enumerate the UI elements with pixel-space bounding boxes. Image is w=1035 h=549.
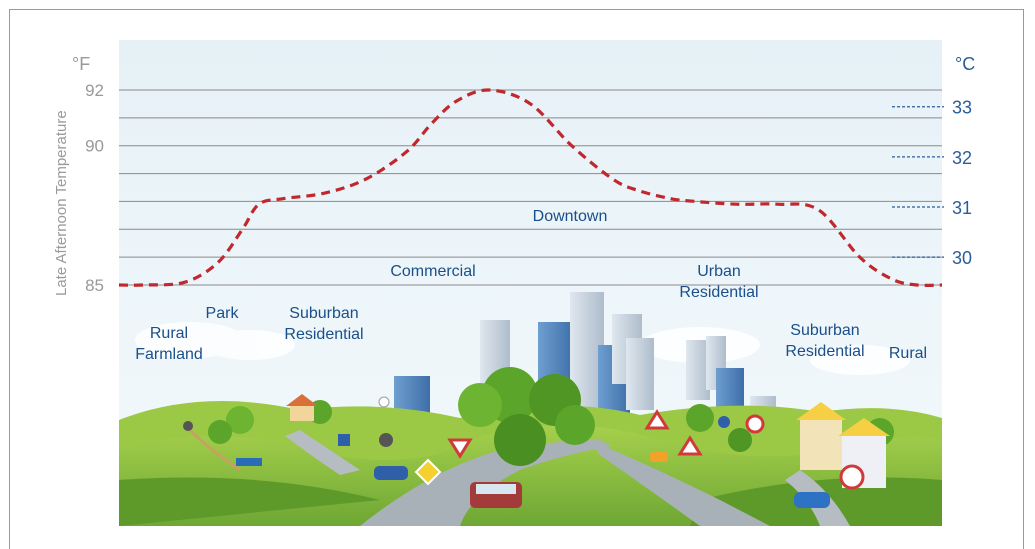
y-tick-label-right: 33 — [952, 98, 972, 118]
zone-label: Downtown — [533, 208, 608, 225]
city-illustration — [119, 40, 942, 526]
y-tick-label-left: 85 — [85, 276, 104, 295]
y-tick-label-left: 92 — [85, 81, 104, 100]
y-tick-label-left: 90 — [85, 137, 104, 156]
left-axis: °F 85 90 92 Late Afternoon Temperature — [53, 54, 104, 296]
right-tick-labels: 30 31 32 33 — [892, 98, 972, 268]
zone-label: Commercial — [390, 263, 475, 280]
y-tick-label-right: 30 — [952, 248, 972, 268]
left-tick-labels: 85 90 92 — [85, 81, 104, 295]
zone-label: Suburban Residential — [284, 305, 363, 343]
trees — [208, 367, 894, 466]
y-unit-right: °C — [955, 54, 975, 74]
temperature-line — [118, 88, 943, 287]
vehicles — [236, 452, 830, 508]
clouds — [135, 322, 910, 375]
road-signs — [183, 396, 865, 490]
y-axis-label: Late Afternoon Temperature — [53, 110, 70, 296]
houses — [286, 394, 890, 488]
zone-label: Rural — [889, 345, 927, 362]
y-unit-left: °F — [72, 54, 90, 74]
zone-label: Rural Farmland — [135, 325, 203, 363]
zone-label: Park — [206, 305, 240, 322]
grid-lines — [119, 89, 942, 286]
zone-label: Urban Residential — [679, 263, 758, 301]
y-tick-label-right: 31 — [952, 198, 972, 218]
zone-label: Suburban Residential — [785, 322, 864, 360]
right-axis: °C 30 31 32 33 — [892, 54, 975, 268]
y-tick-label-right: 32 — [952, 148, 972, 168]
